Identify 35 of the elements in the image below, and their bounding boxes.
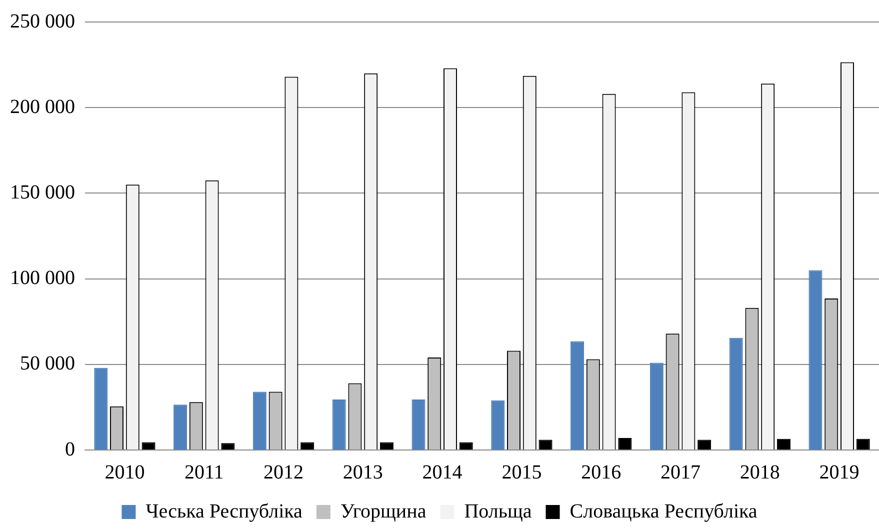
legend-label: Словацька Республіка	[570, 500, 758, 522]
bar	[570, 341, 584, 450]
legend-label: Польща	[464, 500, 532, 522]
bar	[491, 400, 505, 450]
x-tick-label: 2014	[422, 461, 462, 484]
y-tick-label: 200 000	[10, 96, 75, 118]
x-tick-label: 2013	[342, 461, 383, 484]
legend-label: Угорщина	[340, 500, 426, 522]
y-tick-label: 250 000	[10, 10, 75, 32]
legend-label: Чеська Республіка	[146, 500, 303, 522]
bar	[808, 270, 822, 450]
bar	[221, 443, 235, 450]
x-tick-label: 2019	[819, 461, 860, 484]
y-tick-label: 50 000	[20, 352, 75, 375]
x-tick-label: 2018	[740, 461, 780, 484]
bar	[459, 442, 473, 450]
bar	[650, 362, 664, 450]
y-tick-label: 0	[65, 438, 75, 460]
x-tick-label: 2011	[184, 461, 224, 484]
bar	[332, 399, 346, 450]
y-tick-label: 100 000	[10, 267, 75, 290]
y-tick-label: 150 000	[10, 181, 75, 204]
bar	[252, 392, 266, 450]
bar	[174, 404, 188, 450]
x-tick-label: 2010	[104, 461, 145, 484]
bar	[729, 338, 743, 450]
x-tick-label: 2017	[660, 461, 700, 484]
bar	[94, 368, 108, 450]
bar	[380, 442, 394, 450]
x-tick-label: 2015	[502, 461, 542, 484]
x-tick-label: 2012	[264, 461, 304, 484]
bar	[142, 442, 156, 450]
x-tick-label: 2016	[581, 461, 622, 484]
bar	[412, 399, 426, 450]
bar	[300, 442, 314, 450]
